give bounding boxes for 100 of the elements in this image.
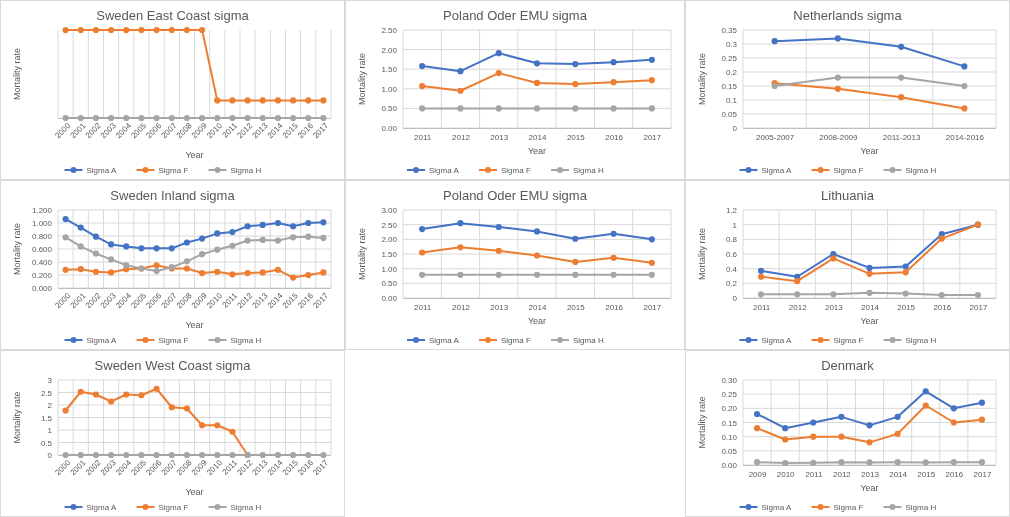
point [419, 82, 426, 90]
point [533, 228, 541, 235]
y-tick-label: 0.15 [721, 82, 738, 92]
point [610, 79, 617, 86]
point [229, 229, 236, 236]
point [107, 269, 115, 276]
point [648, 77, 655, 84]
x-tick-label: 2015 [917, 469, 936, 479]
point [457, 87, 464, 94]
y-tick-label: 0.5 [40, 438, 53, 448]
legend-label: Sigma A [761, 503, 792, 512]
y-tick-label: 0.200 [31, 271, 53, 281]
y-tick-label: 0.000 [31, 284, 53, 294]
y-tick-label: 0.10 [721, 432, 738, 442]
point [419, 105, 426, 112]
point [198, 269, 206, 277]
point [244, 269, 251, 277]
point [950, 419, 957, 426]
point [495, 271, 502, 278]
x-tick-label: 2012 [788, 302, 808, 312]
x-tick-label: 2014 [861, 302, 880, 312]
point [810, 419, 817, 426]
x-tick-label: 2011 [414, 302, 432, 312]
point [92, 250, 100, 257]
y-tick-label: 1.50 [381, 250, 398, 260]
point [198, 451, 206, 459]
point [495, 70, 502, 77]
point [572, 61, 579, 68]
legend-label: Sigma F [158, 503, 189, 512]
point [419, 62, 426, 70]
y-axis-title: Mortality rate [697, 52, 707, 106]
legend-label: Sigma F [833, 336, 864, 345]
legend-label: Sigma F [158, 166, 189, 175]
point [610, 59, 617, 66]
point [289, 234, 297, 241]
x-tick-label: 2017 [643, 302, 662, 312]
point [229, 242, 236, 249]
point [961, 82, 968, 90]
y-axis-title: Mortality rate [357, 52, 367, 106]
point [922, 402, 929, 409]
y-tick-label: 0.2 [725, 68, 738, 78]
x-tick-label: 2013 [490, 132, 509, 142]
y-tick-label: 2.50 [381, 26, 398, 36]
y-axis-title: Mortality rate [12, 391, 22, 444]
x-tick-label: 2005-2007 [755, 132, 795, 142]
y-tick-label: 0.50 [381, 279, 398, 289]
point [830, 291, 837, 298]
x-tick-label: 2016 [933, 302, 952, 312]
point [107, 398, 115, 405]
legend-label: Sigma F [833, 503, 864, 512]
point [183, 265, 191, 272]
x-tick-label: 2013 [824, 302, 844, 312]
point [138, 392, 145, 399]
point [648, 56, 655, 63]
y-tick-label: 0.00 [721, 461, 738, 471]
x-tick-label: 2017 [973, 469, 992, 479]
point [830, 255, 837, 262]
point [123, 262, 130, 269]
point [533, 79, 541, 86]
y-tick-label: 1.00 [381, 84, 398, 94]
chart-title: Sweden Inland sigma [110, 188, 236, 203]
chart-title: Netherlands sigma [793, 8, 903, 23]
x-tick-label: 2014 [528, 132, 547, 142]
point [289, 274, 297, 281]
y-tick-label: 0.00 [381, 124, 398, 134]
y-tick-label: 0.30 [721, 376, 738, 386]
point [572, 271, 579, 278]
point [183, 258, 191, 265]
point [457, 68, 464, 75]
legend-label: Sigma F [501, 166, 531, 175]
point [229, 271, 236, 278]
x-axis-title: Year [860, 146, 879, 156]
point [214, 422, 221, 429]
x-axis-title: Year [860, 316, 879, 326]
point [244, 237, 251, 244]
point [153, 385, 160, 392]
point [305, 271, 312, 279]
point [898, 43, 905, 50]
y-tick-label: 1 [47, 426, 53, 436]
point [753, 410, 761, 418]
point [782, 436, 789, 443]
x-tick-label: 2011 [805, 469, 823, 479]
point [259, 221, 266, 229]
chart-title: Sweden East Coast sigma [96, 8, 250, 23]
legend-label: Sigma A [86, 336, 117, 345]
y-tick-label: 3 [47, 376, 53, 386]
y-tick-label: 1.2 [725, 206, 738, 216]
point [922, 459, 929, 466]
point [198, 251, 206, 258]
point [198, 422, 206, 429]
point [320, 219, 327, 226]
y-tick-label: 1.5 [40, 413, 53, 423]
point [938, 291, 945, 299]
point [77, 224, 84, 231]
point [419, 225, 426, 233]
y-tick-label: 1.00 [381, 264, 398, 274]
y-axis-title: Mortality rate [12, 47, 22, 101]
point [289, 451, 297, 459]
point [898, 74, 905, 81]
point [794, 291, 801, 298]
